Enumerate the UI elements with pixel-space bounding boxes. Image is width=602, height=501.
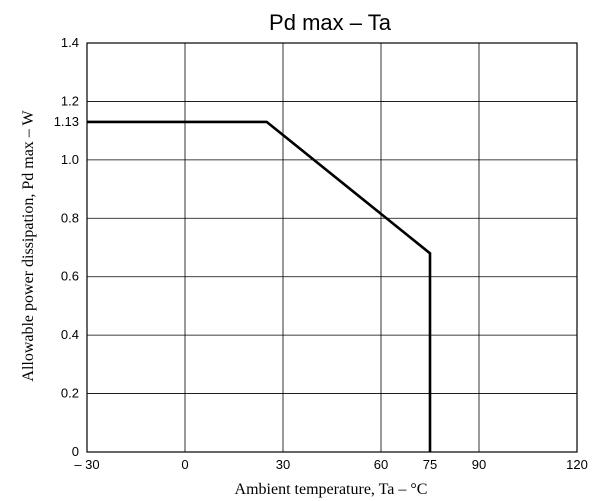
plot-frame <box>86 42 578 453</box>
x-tick-label: 30 <box>276 457 290 472</box>
y-tick-label: 1.4 <box>61 35 79 50</box>
x-tick-label: 90 <box>472 457 486 472</box>
series-line <box>87 120 432 452</box>
chart-title: Pd max – Ta <box>269 10 392 35</box>
y-tick-labels: 0 0.2 0.4 0.6 0.8 1.0 1.13 1.2 1.4 <box>54 35 79 459</box>
y-tick-label: 0 <box>72 444 79 459</box>
y-tick-label: 0.4 <box>61 327 79 342</box>
y-tick-label: 0.6 <box>61 269 79 284</box>
y-axis-label: Allowable power dissipation, Pd max – W <box>20 109 37 381</box>
y-tick-label: 1.13 <box>54 114 79 129</box>
y-tick-label: 1.0 <box>61 152 79 167</box>
x-tick-label: 0 <box>181 457 188 472</box>
x-axis-label: Ambient temperature, Ta – °C <box>235 481 428 498</box>
y-tick-label: 0.2 <box>61 386 79 401</box>
y-tick-label: 1.2 <box>61 93 79 108</box>
x-tick-label: 75 <box>423 457 437 472</box>
y-tick-label: 0.8 <box>61 210 79 225</box>
x-tick-label: 120 <box>566 457 588 472</box>
x-tick-labels: – 30 0 30 60 75 90 120 <box>74 457 588 472</box>
x-tick-label: 60 <box>374 457 388 472</box>
x-tick-label: – 30 <box>74 457 99 472</box>
grid-lines <box>86 43 578 452</box>
